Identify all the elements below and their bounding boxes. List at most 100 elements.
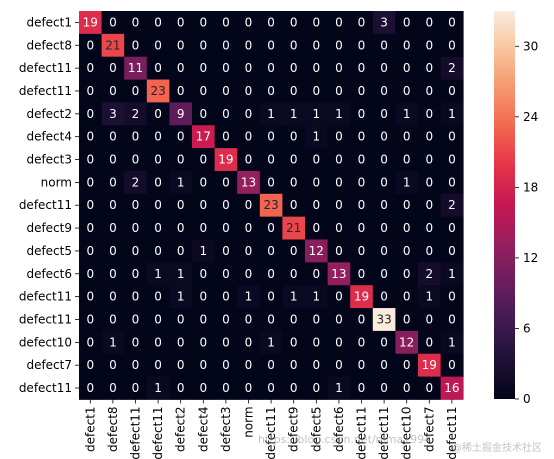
cell-value-label: 0: [312, 61, 320, 75]
heatmap-cell: [372, 56, 396, 80]
heatmap-cell: [192, 353, 215, 377]
cell-value-label: 0: [335, 38, 343, 52]
heatmap-cell: [327, 353, 351, 377]
heatmap-cell: [146, 376, 170, 400]
cell-value-label: 1: [177, 175, 185, 189]
heatmap-cell: [305, 285, 328, 309]
cell-value-label: 0: [177, 15, 185, 29]
heatmap-cell: [101, 56, 125, 80]
cell-value-label: 13: [241, 175, 256, 189]
cell-value-label: 0: [222, 312, 230, 326]
heatmap-cell: [192, 308, 215, 332]
cell-value-label: 0: [132, 312, 140, 326]
heatmap-cell: [440, 125, 464, 149]
y-tick-label: defect11: [19, 312, 72, 326]
y-tick-label: defect6: [26, 267, 72, 281]
heatmap-cell: [440, 33, 464, 58]
heatmap-cell: [440, 353, 464, 377]
cell-value-label: 0: [403, 312, 411, 326]
heatmap-cell: [214, 79, 238, 103]
cell-value-label: 0: [222, 335, 230, 349]
heatmap-cell: [350, 33, 374, 58]
heatmap-cell: [440, 148, 464, 172]
heatmap-cell: [192, 376, 215, 400]
y-tick-label: defect11: [19, 381, 72, 395]
heatmap-cell: [350, 102, 374, 126]
heatmap-cell: [350, 353, 374, 377]
cell-value-label: 23: [150, 84, 165, 98]
cell-value-label: 0: [335, 244, 343, 258]
cell-value-label: 0: [312, 312, 320, 326]
cell-value-label: 0: [380, 267, 388, 281]
heatmap-cell: [327, 308, 351, 332]
cell-value-label: 0: [425, 221, 433, 235]
heatmap-cell: [101, 193, 125, 218]
heatmap-cell: [169, 216, 193, 240]
cell-value-label: 0: [132, 221, 140, 235]
heatmap-cell: [124, 216, 148, 240]
heatmap-cell: [124, 376, 148, 400]
cell-value-label: 0: [222, 107, 230, 121]
cell-value-label: 0: [109, 84, 117, 98]
heatmap-cell: [237, 56, 261, 80]
heatmap-cell: [146, 330, 170, 355]
cell-value-label: 0: [448, 175, 456, 189]
cell-value-label: 1: [290, 290, 298, 304]
x-tick-label: defect8: [106, 406, 120, 452]
cell-value-label: 0: [199, 15, 207, 29]
heatmap-cell: [146, 285, 170, 309]
cell-value-label: 0: [154, 198, 162, 212]
cell-value-label: 0: [86, 267, 94, 281]
cell-value-label: 1: [335, 381, 343, 395]
x-tick-label: defect11: [264, 406, 278, 459]
x-tick-label: defect9: [287, 406, 301, 452]
heatmap-cell: [327, 376, 351, 400]
heatmap-cell: [124, 330, 148, 355]
heatmap-cell: [440, 262, 464, 286]
heatmap-cell: [79, 330, 102, 355]
heatmap-cell: [282, 262, 306, 286]
cell-value-label: 0: [403, 38, 411, 52]
cell-value-label: 0: [177, 130, 185, 144]
heatmap-cell: [327, 216, 351, 240]
cell-value-label: 0: [154, 15, 162, 29]
cell-value-label: 0: [132, 153, 140, 167]
y-tick-label: defect10: [19, 335, 72, 349]
heatmap-cell: [372, 262, 396, 286]
cell-value-label: 0: [290, 335, 298, 349]
cell-value-label: 1: [312, 107, 320, 121]
y-tick-label: defect4: [26, 130, 72, 144]
cell-value-label: 0: [358, 61, 366, 75]
heatmap-cell: [327, 148, 351, 172]
cell-value-label: 0: [245, 153, 253, 167]
cell-value-label: 0: [86, 198, 94, 212]
heatmap-cell: [101, 308, 125, 332]
heatmap-cell: [192, 11, 215, 35]
heatmap-cell: [350, 11, 374, 35]
cell-value-label: 0: [290, 358, 298, 372]
cell-value-label: 19: [218, 153, 233, 167]
heatmap-cell: [259, 79, 283, 103]
cell-value-label: 0: [245, 15, 253, 29]
heatmap-cell: [395, 170, 419, 195]
cell-value-label: 0: [86, 335, 94, 349]
heatmap-cell: [395, 148, 419, 172]
cell-value-label: 0: [335, 358, 343, 372]
cell-value-label: 0: [358, 107, 366, 121]
heatmap-cell: [327, 11, 351, 35]
cell-value-label: 0: [245, 358, 253, 372]
heatmap-cell: [259, 262, 283, 286]
heatmap-cell: [372, 376, 396, 400]
heatmap-cell: [440, 11, 464, 35]
heatmap-cell: [372, 353, 396, 377]
cell-value-label: 0: [267, 381, 275, 395]
heatmap-cell: [146, 56, 170, 80]
cell-value-label: 0: [154, 244, 162, 258]
heatmap-cell: [169, 330, 193, 355]
heatmap-cell: [237, 102, 261, 126]
heatmap-cell: [327, 285, 351, 309]
heatmap-cell: [395, 193, 419, 218]
cell-value-label: 0: [245, 61, 253, 75]
heatmap-cell: [259, 102, 283, 126]
